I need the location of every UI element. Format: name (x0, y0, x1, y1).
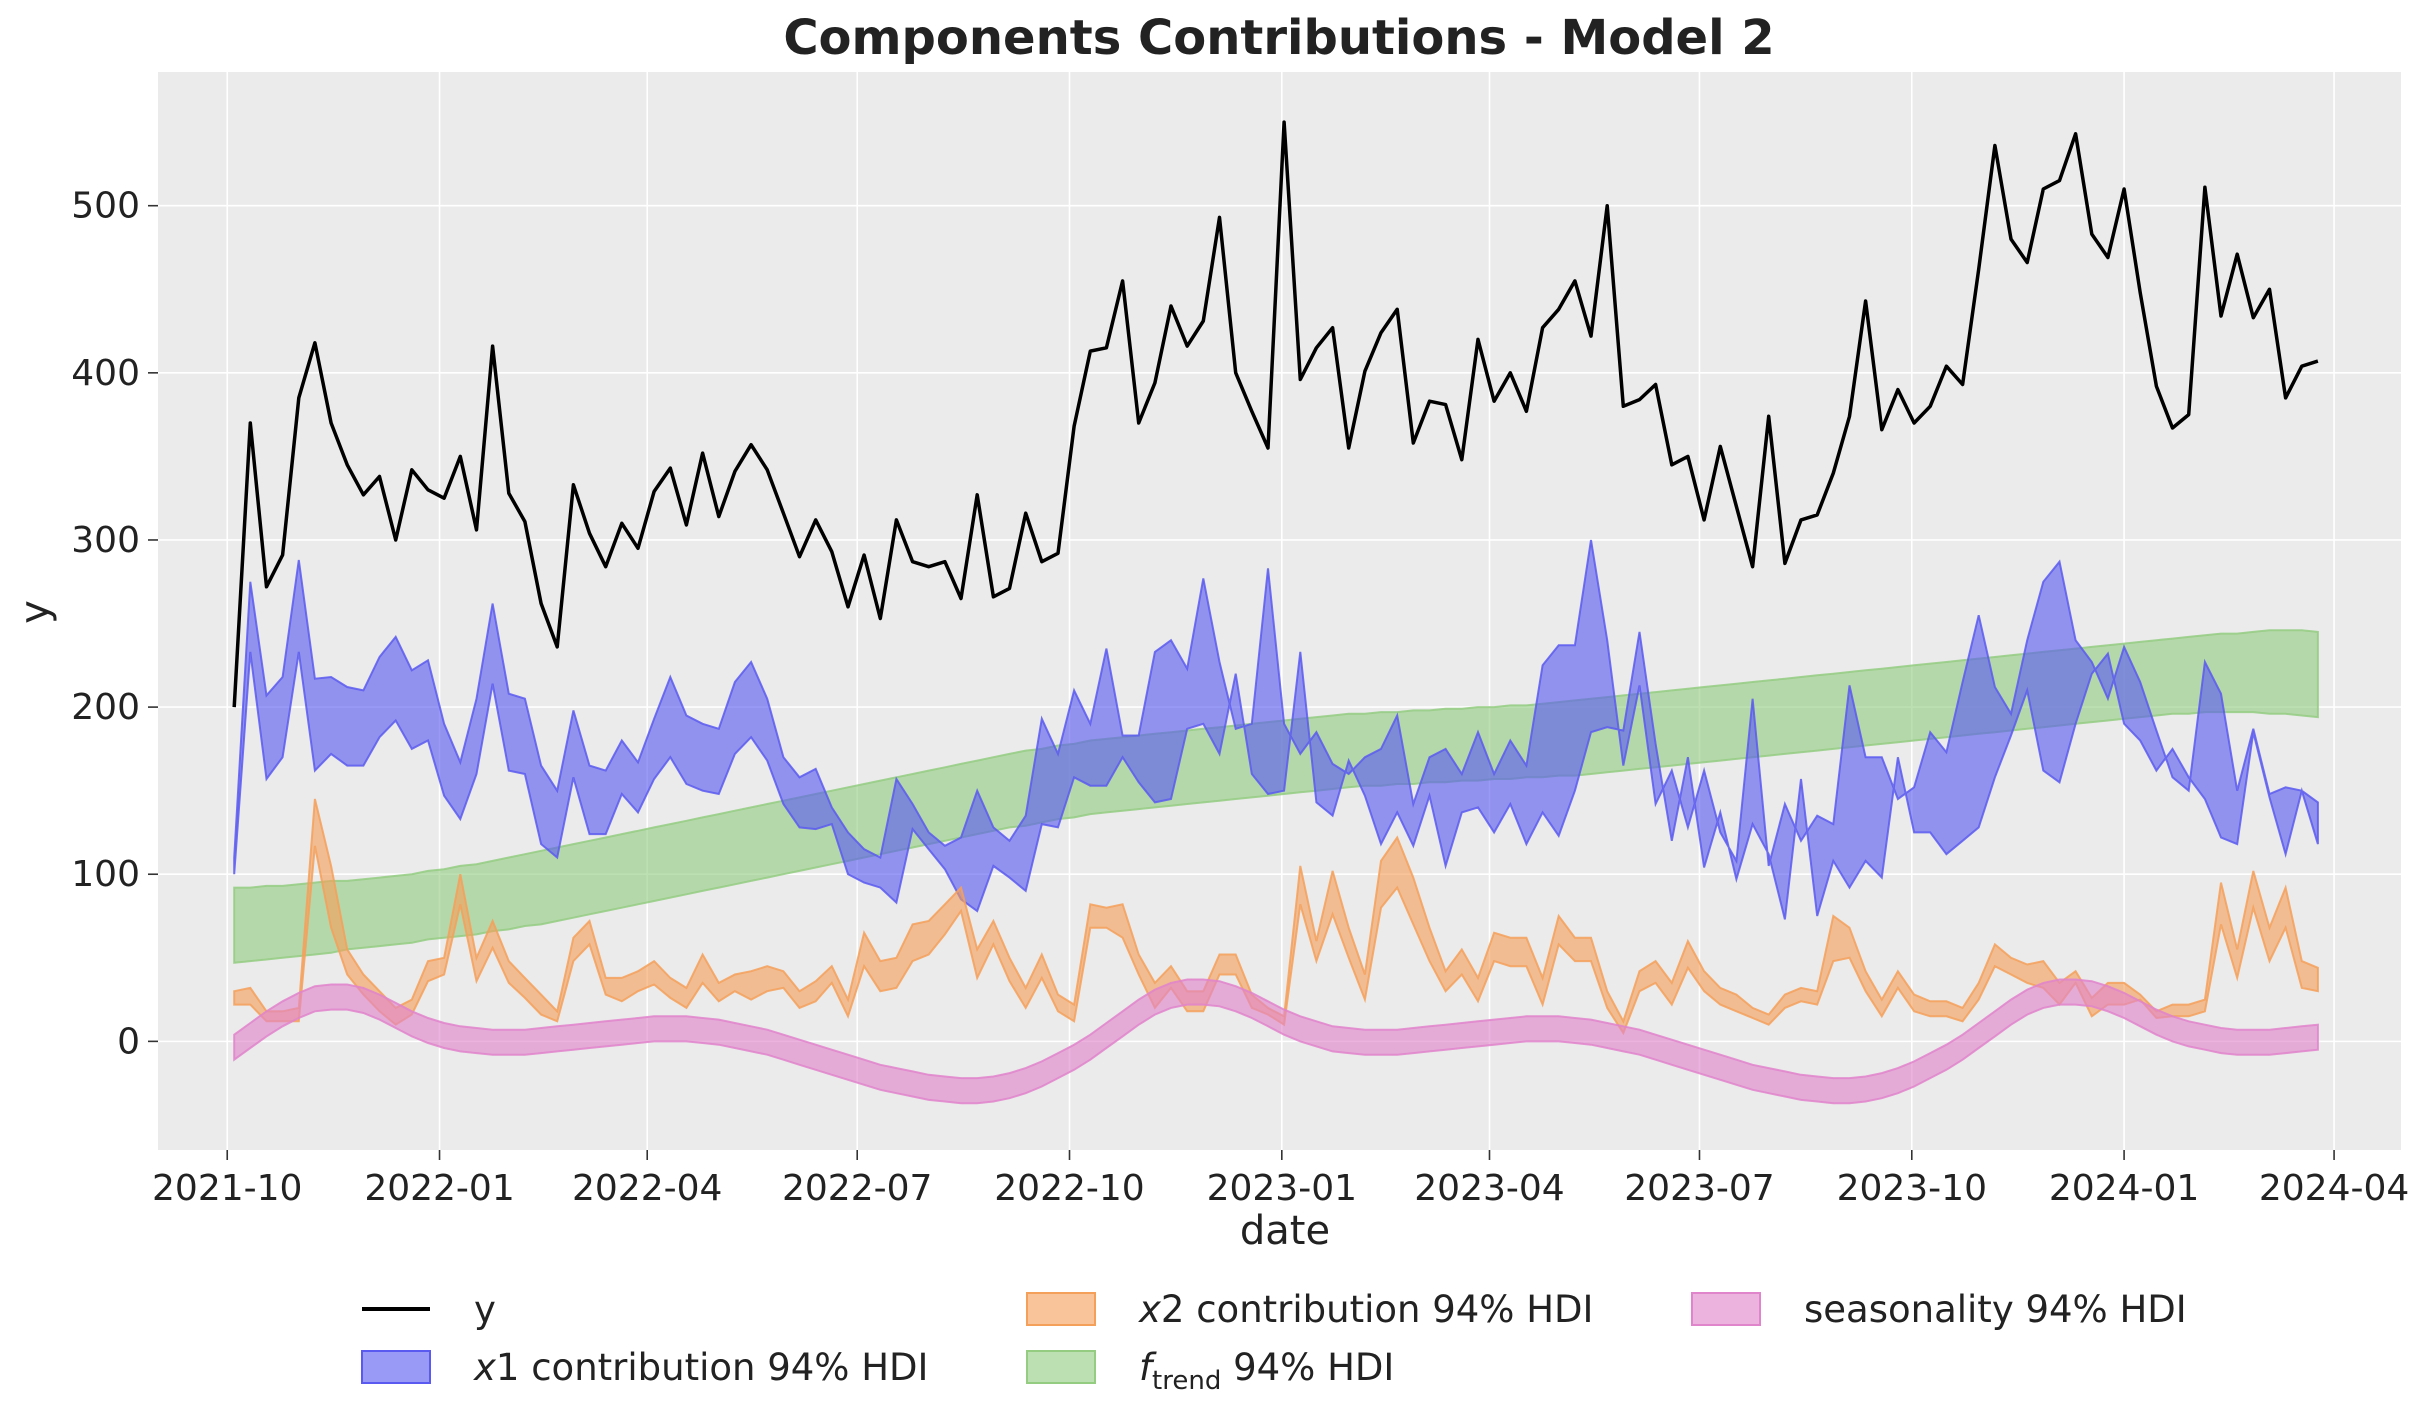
legend-label: y (474, 1288, 496, 1331)
legend-swatch (1691, 1292, 1761, 1326)
y-tick-label: 300 (71, 520, 140, 561)
y-tick-label: 400 (71, 353, 140, 394)
legend-entry-1: x1 contribution 94% HDI (361, 1346, 928, 1389)
band-4 (233, 978, 2319, 1105)
legend-entry-2: x2 contribution 94% HDI (1026, 1288, 1593, 1331)
x-tick-label: 2023-01 (1207, 1168, 1357, 1209)
legend-swatch (361, 1350, 431, 1384)
x-axis-ticks: 2021-10 2022-01 2022-04 2022-07 2022-10 2023-… (152, 1150, 2409, 1209)
legend-entry-0: y (362, 1288, 496, 1331)
legend-label: seasonality 94% HDI (1804, 1288, 2187, 1331)
legend: y x1 contribution 94% HDI x2 contribution … (361, 1288, 2187, 1396)
x-tick-label: 2022-04 (572, 1168, 722, 1209)
chart-title: Components Contributions - Model 2 (783, 10, 1774, 66)
y-tick-label: 200 (71, 687, 140, 728)
band-1 (233, 539, 2319, 920)
x-tick-label: 2024-01 (2049, 1168, 2199, 1209)
y-axis-label: y (12, 600, 58, 624)
legend-entry-4: seasonality 94% HDI (1691, 1288, 2187, 1331)
legend-label: x2 contribution 94% HDI (1138, 1288, 1593, 1331)
legend-entry-3: ftrend 94% HDI (1026, 1346, 1394, 1396)
legend-swatch (1026, 1350, 1096, 1384)
band-2 (233, 798, 2319, 1036)
x-tick-label: 2022-07 (782, 1168, 932, 1209)
x-tick-label: 2024-04 (2259, 1168, 2409, 1209)
lines (232, 120, 2319, 708)
x-tick-label: 2022-01 (364, 1168, 514, 1209)
y-tick-label: 100 (71, 854, 140, 895)
band-3 (233, 629, 2319, 964)
x-tick-label: 2023-07 (1624, 1168, 1774, 1209)
x-tick-label: 2021-10 (152, 1168, 302, 1209)
y-tick-label: 0 (117, 1021, 140, 1062)
x-tick-label: 2022-10 (994, 1168, 1144, 1209)
bands (233, 539, 2319, 1105)
x-tick-label: 2023-10 (1837, 1168, 1987, 1209)
x-tick-label: 2023-04 (1414, 1168, 1564, 1209)
legend-label: x1 contribution 94% HDI (473, 1346, 928, 1389)
legend-label: ftrend 94% HDI (1139, 1346, 1394, 1396)
y-series-line (232, 120, 2319, 708)
y-axis-ticks: 0 100 200 300 400 500 (71, 186, 158, 1062)
x-axis-label: date (1240, 1208, 1330, 1254)
legend-swatch (1026, 1292, 1096, 1326)
y-tick-label: 500 (71, 186, 140, 227)
